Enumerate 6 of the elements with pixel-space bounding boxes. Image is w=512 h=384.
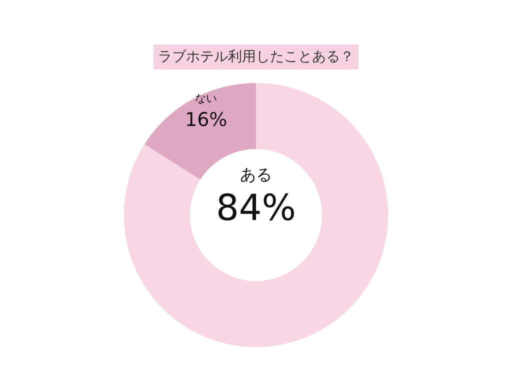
slice-label: ある xyxy=(240,165,272,184)
donut-slice xyxy=(124,82,388,347)
slice-label: ない xyxy=(195,92,217,105)
chart-title: ラブホテル利用したことある？ xyxy=(158,49,354,65)
data-label: 16% xyxy=(185,109,228,131)
data-label: 84% xyxy=(216,188,296,229)
